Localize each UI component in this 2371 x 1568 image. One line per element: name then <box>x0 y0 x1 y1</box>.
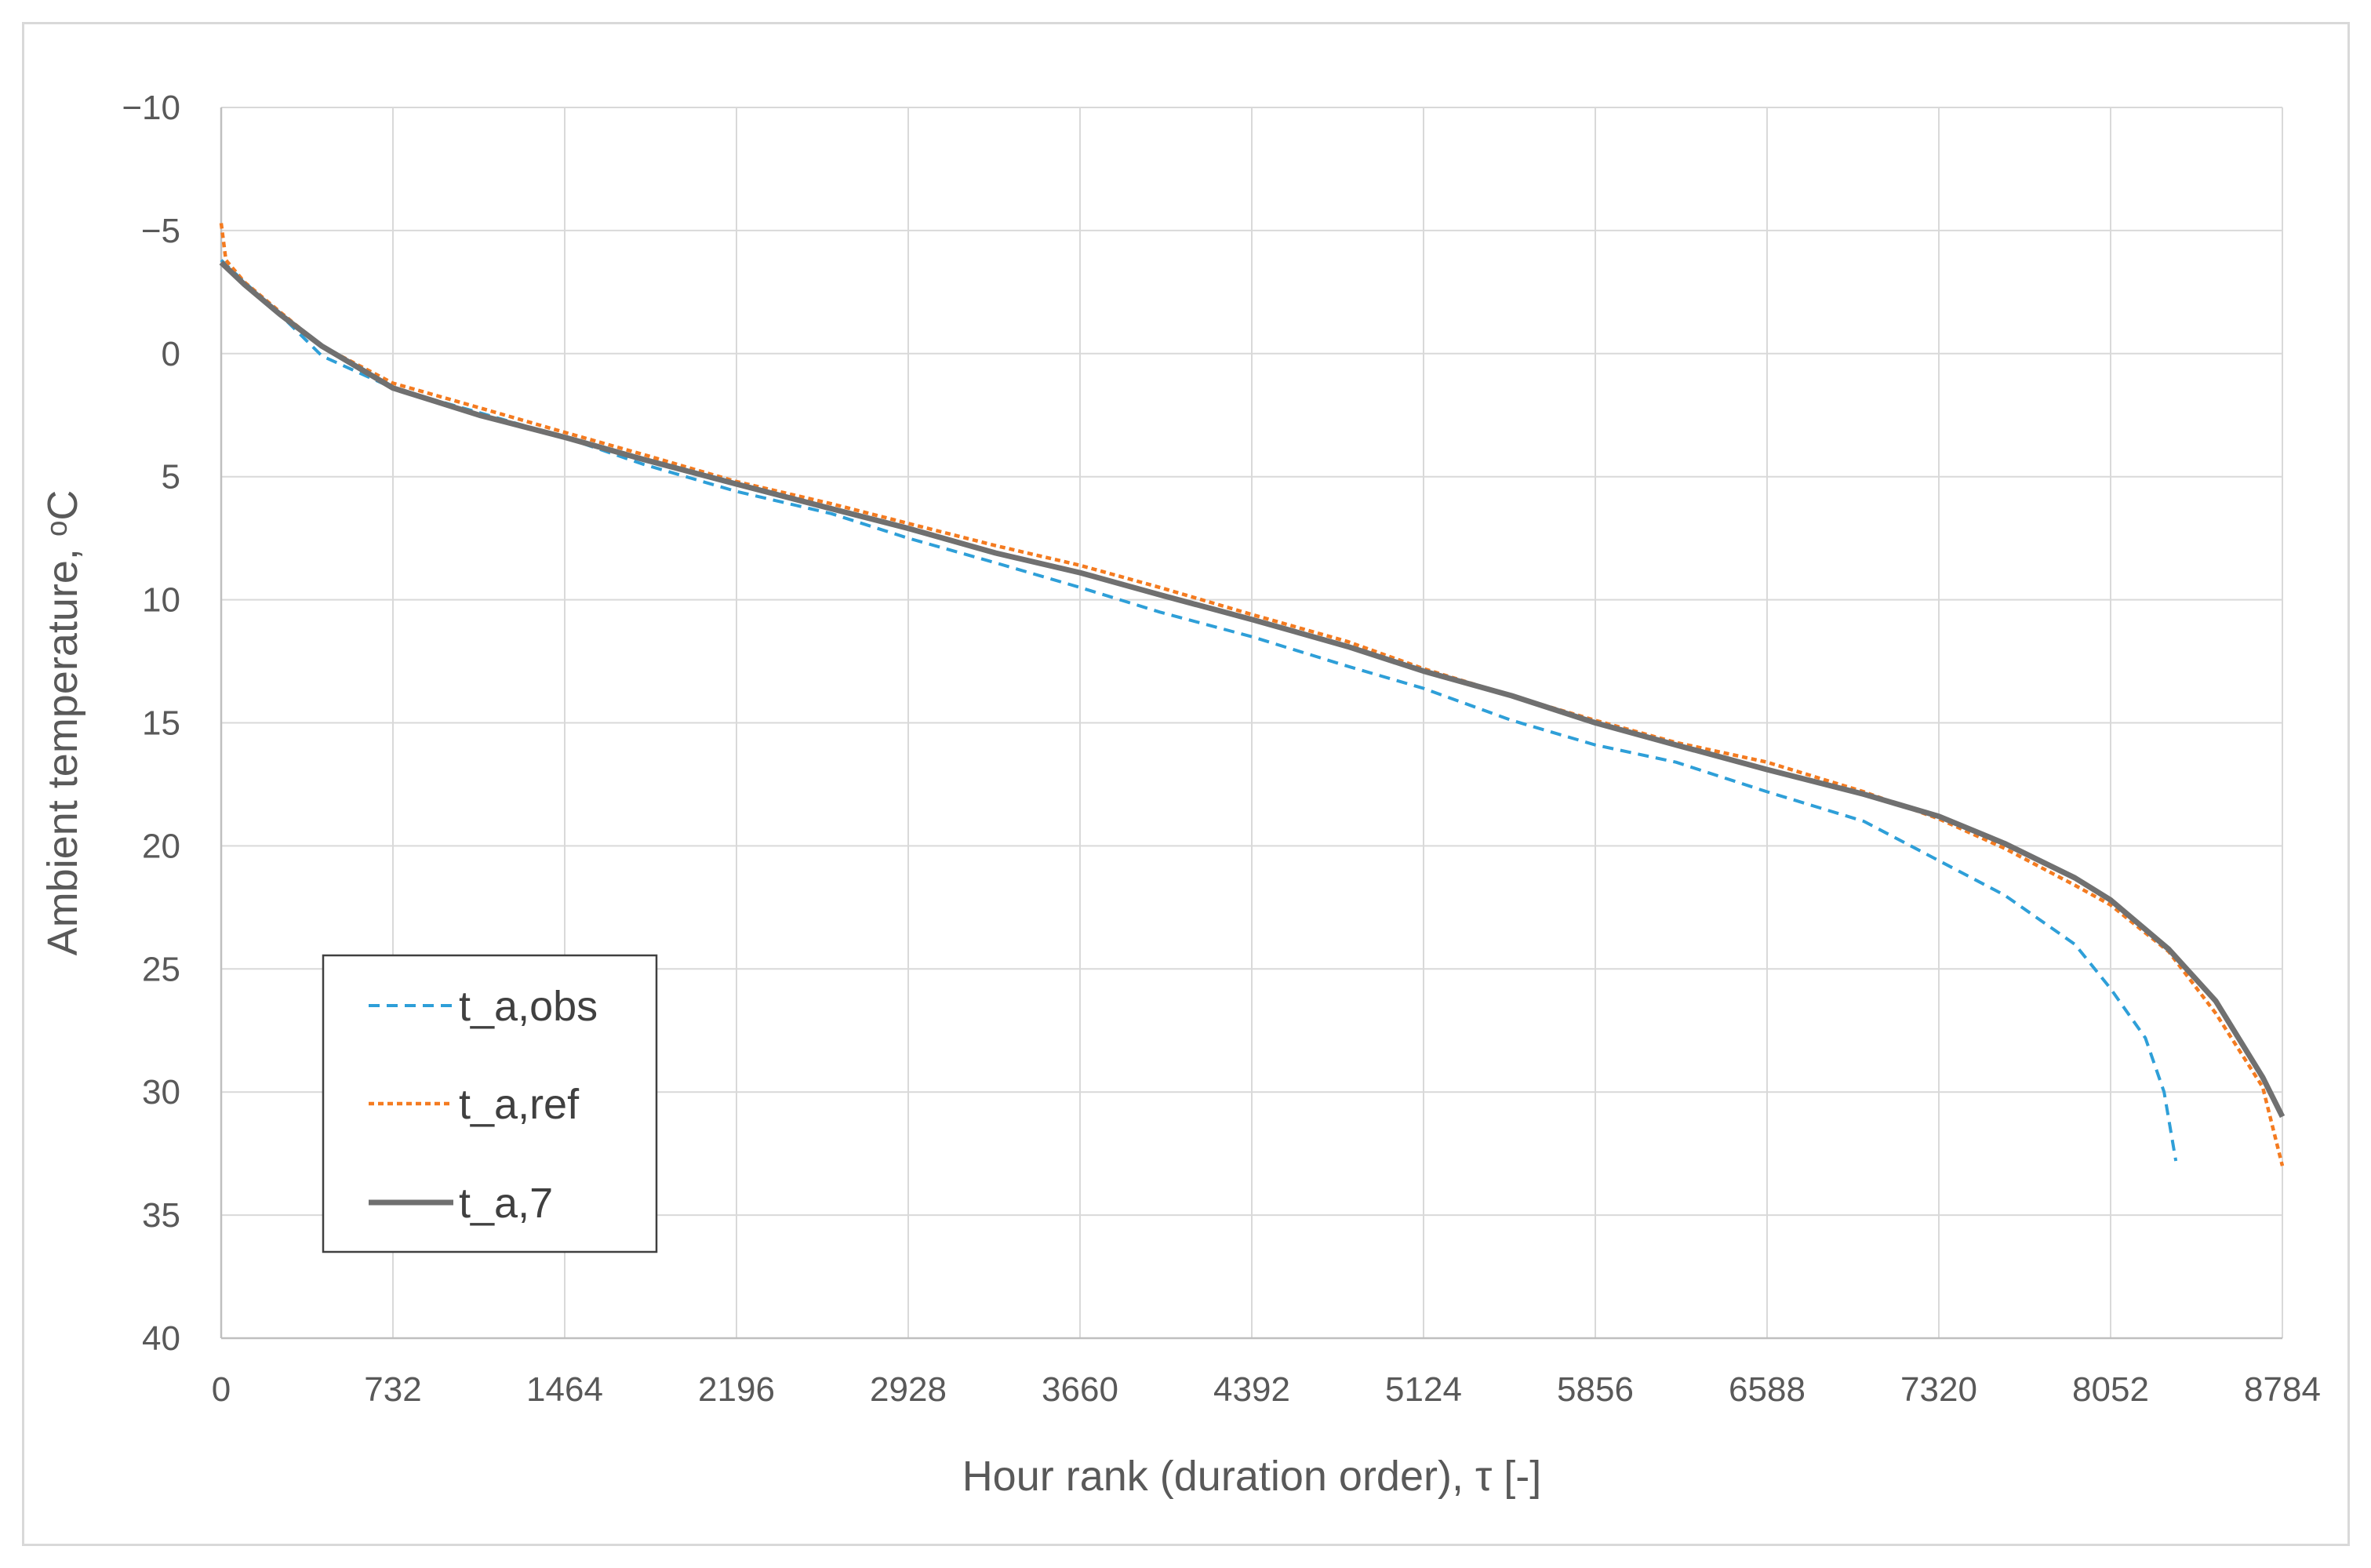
y-tick-label: 40 <box>142 1319 180 1358</box>
x-tick-label: 5124 <box>1385 1370 1462 1409</box>
x-tick-label: 2196 <box>698 1370 775 1409</box>
x-tick-label: 6588 <box>1729 1370 1806 1409</box>
series-line-2 <box>219 260 2286 1119</box>
x-tick-label: 3660 <box>1042 1370 1118 1409</box>
x-tick-label: 4392 <box>1213 1370 1290 1409</box>
legend-label-t-a-ref: t_a,ref <box>459 1081 580 1128</box>
x-tick-label: 8784 <box>2244 1370 2321 1409</box>
y-tick-label: 20 <box>142 827 180 865</box>
axes <box>220 107 2282 1340</box>
y-tick-label: 35 <box>142 1196 180 1235</box>
y-tick-label: 10 <box>142 581 180 620</box>
series-line-1 <box>219 223 2285 1166</box>
tick-labels: 0 732 1464 2196 2928 3660 4392 5124 5856 6588 7320… <box>122 89 2321 1409</box>
legend-label-t-a-obs: t_a,obs <box>459 983 598 1030</box>
x-tick-label: 5856 <box>1557 1370 1634 1409</box>
y-tick-label: 30 <box>142 1073 180 1111</box>
chart-frame <box>22 22 2350 1546</box>
legend: t_a,obs t_a,ref t_a,7 <box>322 954 658 1253</box>
y-tick-label: −5 <box>141 212 180 250</box>
x-tick-label: 732 <box>364 1370 421 1409</box>
y-tick-label: −10 <box>122 89 180 127</box>
x-axis-title: Hour rank (duration order), τ [-] <box>962 1453 1542 1500</box>
x-tick-label: 2928 <box>870 1370 947 1409</box>
series-lines <box>219 223 2286 1166</box>
x-tick-label: 7320 <box>1900 1370 1977 1409</box>
y-tick-label: 5 <box>162 458 180 497</box>
legend-label-t-a-7: t_a,7 <box>459 1180 553 1227</box>
y-tick-label: 25 <box>142 950 180 988</box>
y-tick-label: 0 <box>162 335 180 373</box>
x-tick-label: 0 <box>212 1370 231 1409</box>
y-axis-title: Ambient temperature, ᵒC <box>39 490 86 956</box>
x-tick-label: 1464 <box>526 1370 603 1409</box>
x-tick-label: 8052 <box>2072 1370 2149 1409</box>
y-tick-label: 15 <box>142 704 180 743</box>
